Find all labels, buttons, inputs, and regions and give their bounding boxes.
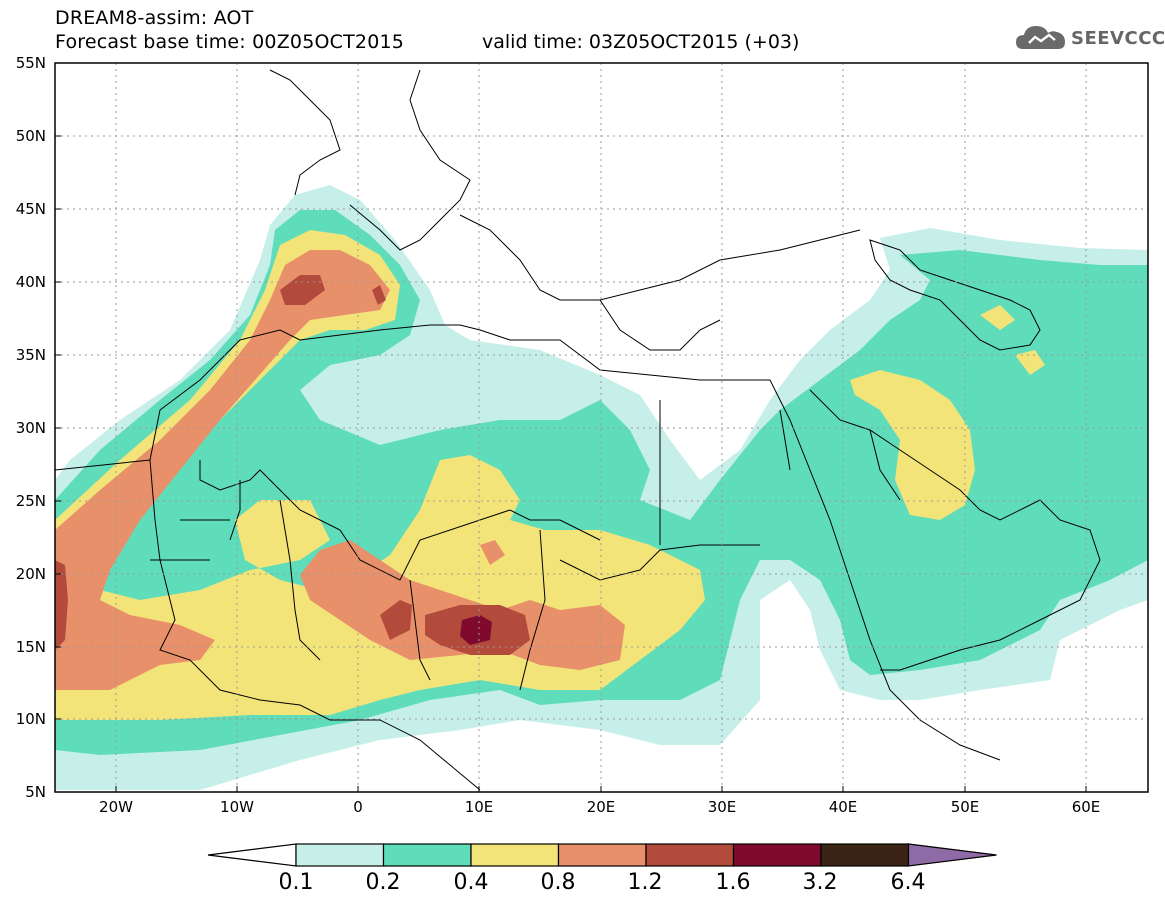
lat-tick-label: 25N xyxy=(15,492,46,510)
colorbar-segment xyxy=(820,843,910,867)
colorbar-segment xyxy=(470,843,560,867)
lon-tick-label: 20W xyxy=(99,798,133,816)
lon-tick-label: 10E xyxy=(464,798,494,816)
lon-tick-label: 60E xyxy=(1071,798,1101,816)
lat-tick-label: 20N xyxy=(15,565,46,583)
colorbar-label: 3.2 xyxy=(802,870,838,895)
lon-tick-label: 50E xyxy=(950,798,980,816)
lat-tick-label: 15N xyxy=(15,638,46,656)
colorbar-label: 1.2 xyxy=(627,870,663,895)
colorbar-label: 0.8 xyxy=(540,870,576,895)
colorbar-label: 0.4 xyxy=(453,870,489,895)
lon-tick-label: 0 xyxy=(353,798,363,816)
colorbar-segment xyxy=(557,843,647,867)
colorbar-label: 6.4 xyxy=(890,870,926,895)
colorbar-over-arrow xyxy=(907,843,997,867)
forecast-base-time: Forecast base time: 00Z05OCT2015 xyxy=(55,31,405,53)
lat-tick-label: 10N xyxy=(15,710,46,728)
lat-tick-label: 35N xyxy=(15,346,46,364)
aot-band-0.8 xyxy=(55,250,625,690)
colorbar-label: 0.2 xyxy=(365,870,401,895)
lat-tick-label: 55N xyxy=(15,54,46,72)
colorbar-label: 0.1 xyxy=(278,870,314,895)
map-title: DREAM8-assim: AOT xyxy=(55,7,254,29)
colorbar-segment xyxy=(732,843,822,867)
colorbar-under-arrow xyxy=(207,843,297,867)
lat-tick-label: 30N xyxy=(15,419,46,437)
lon-tick-label: 10W xyxy=(220,798,254,816)
colorbar xyxy=(207,843,997,867)
aot-band-1.6 xyxy=(460,615,492,645)
graticule xyxy=(55,63,1148,792)
coastlines xyxy=(55,69,1101,791)
seevccc-logo: SEEVCCC xyxy=(1015,22,1165,54)
colorbar-segment xyxy=(645,843,735,867)
lon-tick-label: 20E xyxy=(586,798,616,816)
valid-time: valid time: 03Z05OCT2015 (+03) xyxy=(482,31,800,53)
lat-tick-label: 5N xyxy=(25,783,46,801)
lat-tick-label: 45N xyxy=(15,200,46,218)
colorbar-segment xyxy=(382,843,472,867)
logo-text: SEEVCCC xyxy=(1071,27,1165,49)
cloud-icon xyxy=(1016,26,1065,49)
lat-tick-label: 40N xyxy=(15,273,46,291)
lon-tick-label: 40E xyxy=(828,798,858,816)
lat-tick-label: 50N xyxy=(15,127,46,145)
lon-tick-label: 30E xyxy=(707,798,737,816)
colorbar-label: 1.6 xyxy=(715,870,751,895)
aot-band-0.4 xyxy=(55,230,1045,720)
axis-ticks xyxy=(55,62,1087,793)
colorbar-segment xyxy=(295,843,385,867)
